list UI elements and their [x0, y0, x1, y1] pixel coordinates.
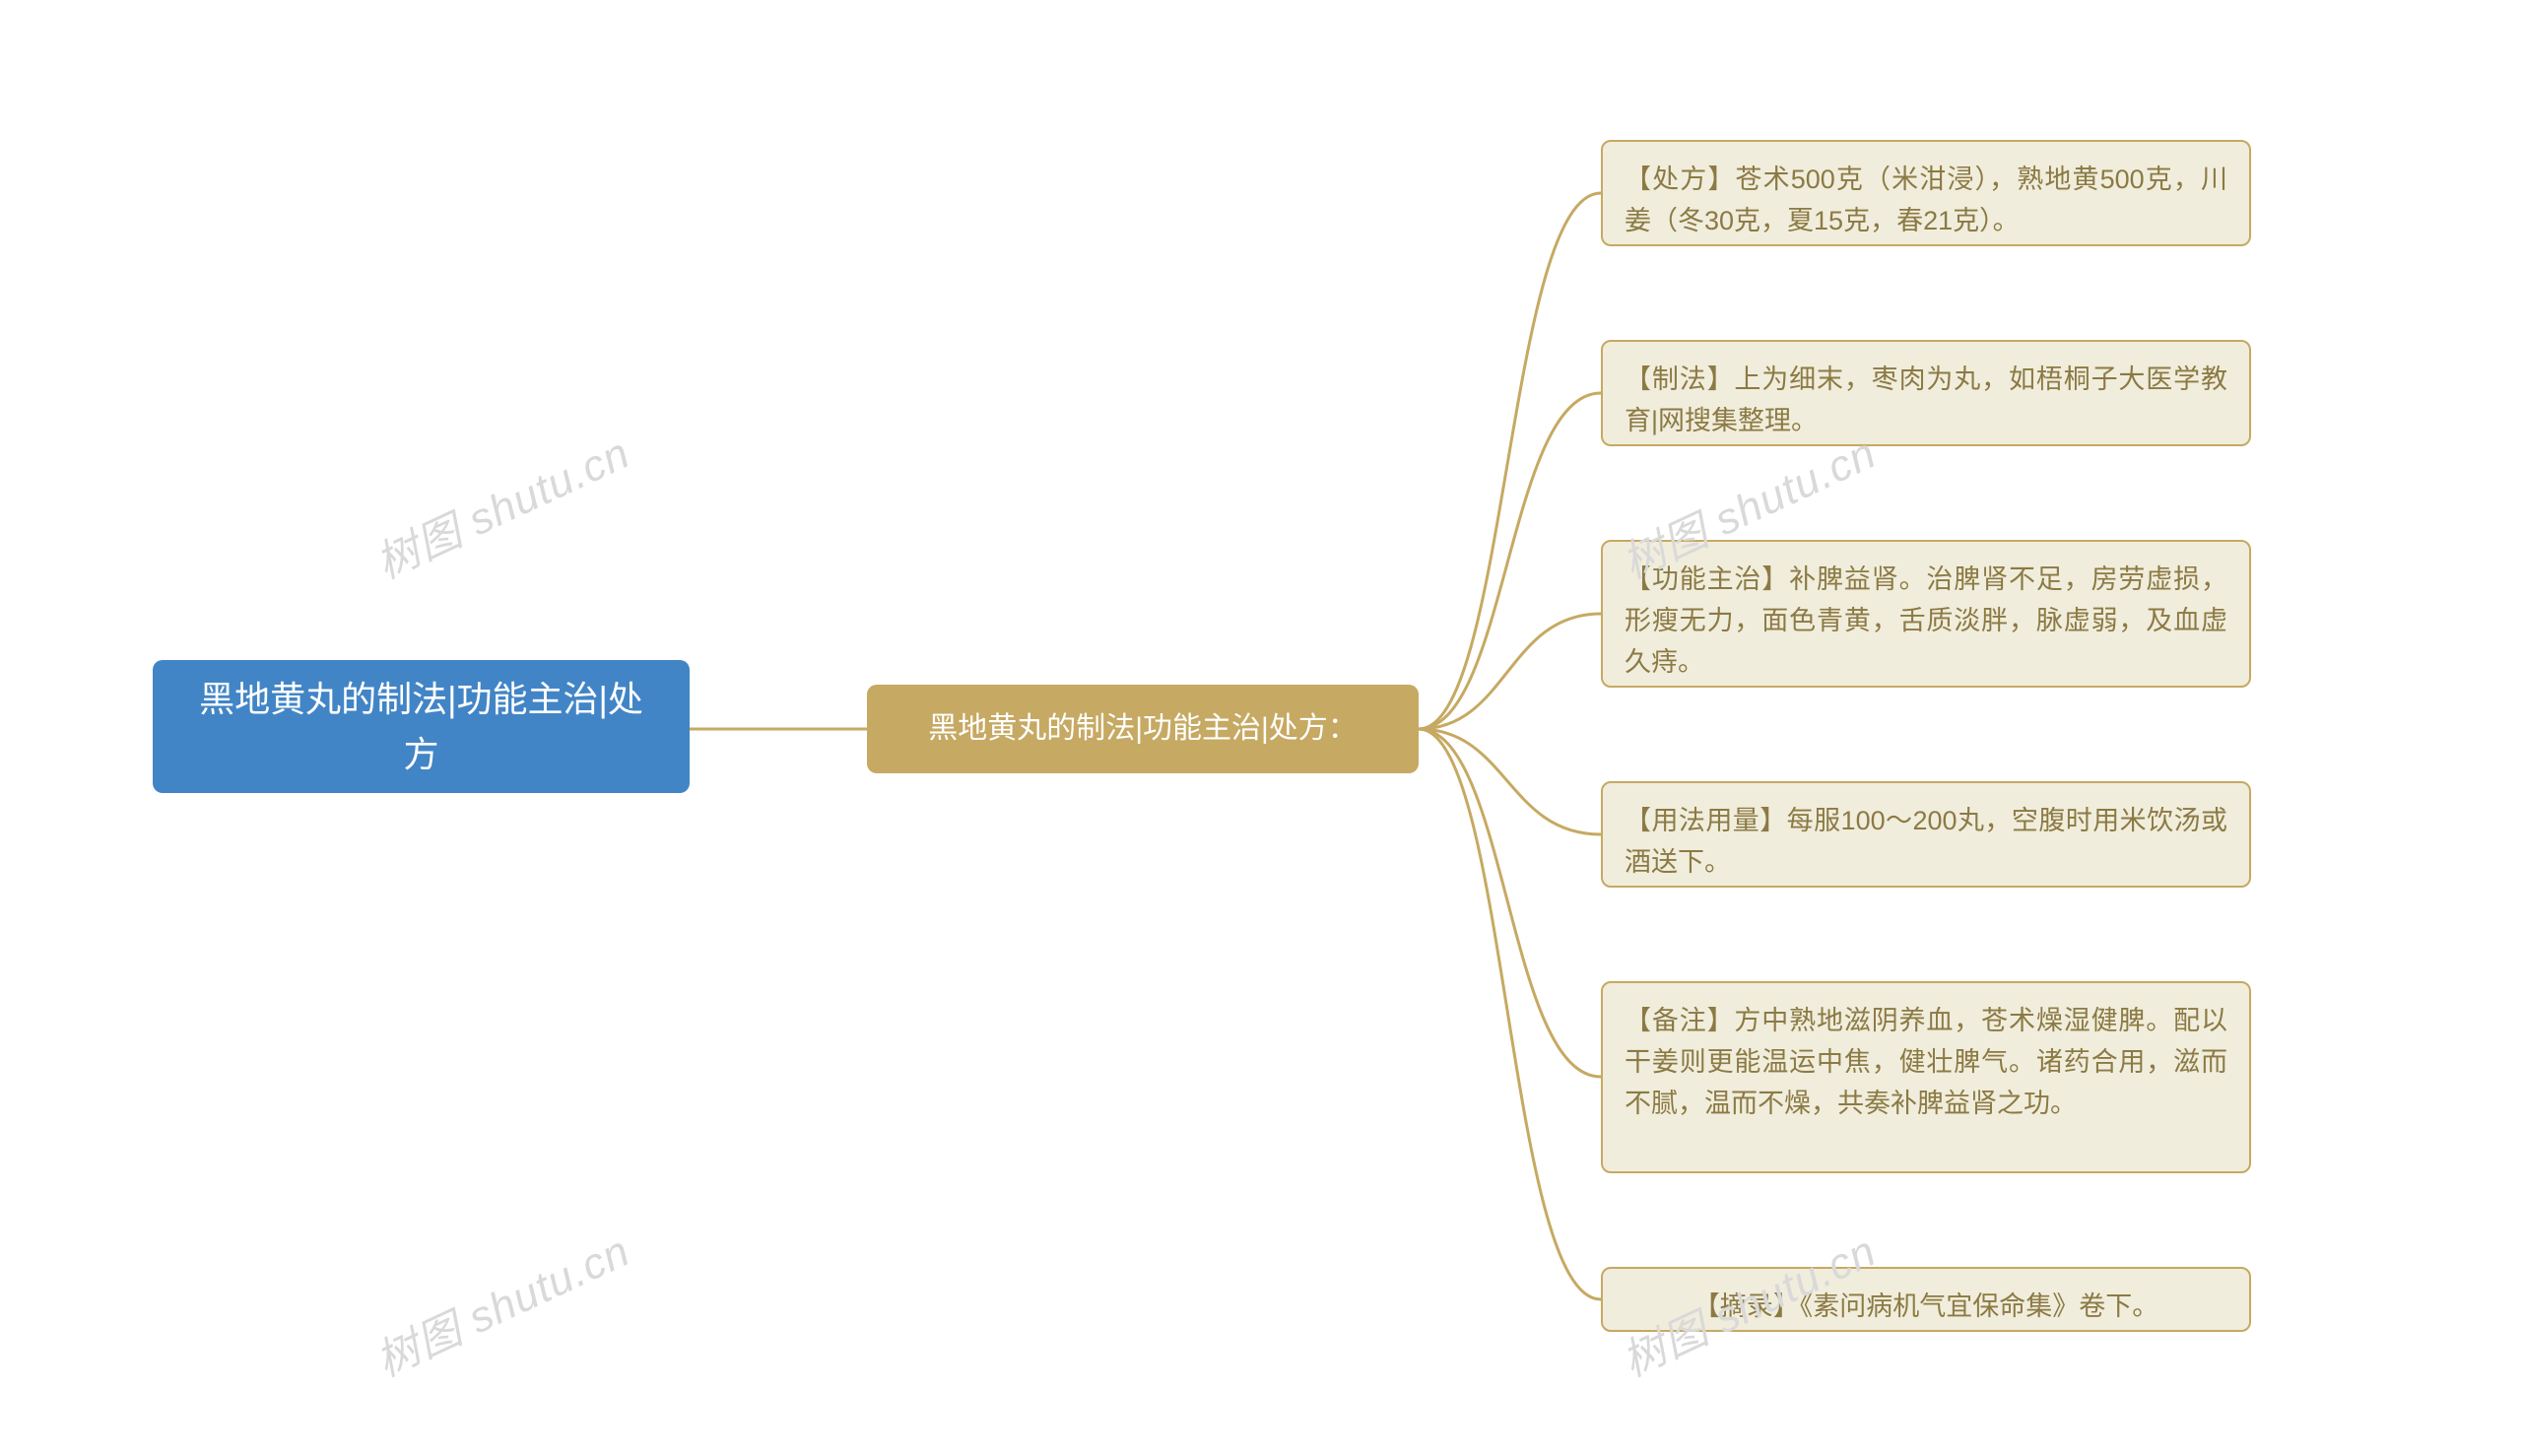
leaf-label: 【制法】上为细末，枣肉为丸，如梧桐子大医学教育|网搜集整理。	[1625, 360, 2227, 442]
root-label: 黑地黄丸的制法|功能主治|处方	[182, 672, 660, 782]
edge-sub-leaf-0	[1419, 193, 1601, 729]
leaf-label: 【处方】苍术500克（米泔浸），熟地黄500克，川姜（冬30克，夏15克，春21…	[1625, 160, 2227, 242]
edge-sub-leaf-3	[1419, 729, 1601, 834]
leaf-function[interactable]: 【功能主治】补脾益肾。治脾肾不足，房劳虚损，形瘦无力，面色青黄，舌质淡胖，脉虚弱…	[1601, 540, 2251, 688]
leaf-label: 【备注】方中熟地滋阴养血，苍术燥湿健脾。配以干姜则更能温运中焦，健壮脾气。诸药合…	[1625, 1001, 2227, 1125]
leaf-label: 【用法用量】每服100～200丸，空腹时用米饮汤或酒送下。	[1625, 801, 2227, 884]
edge-sub-leaf-4	[1419, 729, 1601, 1077]
sub-node[interactable]: 黑地黄丸的制法|功能主治|处方：	[867, 685, 1419, 773]
watermark: 树图 shutu.cn	[364, 1216, 638, 1388]
leaf-prescription[interactable]: 【处方】苍术500克（米泔浸），熟地黄500克，川姜（冬30克，夏15克，春21…	[1601, 140, 2251, 246]
leaf-method[interactable]: 【制法】上为细末，枣肉为丸，如梧桐子大医学教育|网搜集整理。	[1601, 340, 2251, 446]
leaf-label: 【摘录】《素问病机气宜保命集》卷下。	[1693, 1287, 2159, 1328]
mindmap-canvas: 黑地黄丸的制法|功能主治|处方 黑地黄丸的制法|功能主治|处方： 【处方】苍术5…	[0, 0, 2522, 1456]
watermark: 树图 shutu.cn	[364, 418, 638, 590]
leaf-remarks[interactable]: 【备注】方中熟地滋阴养血，苍术燥湿健脾。配以干姜则更能温运中焦，健壮脾气。诸药合…	[1601, 981, 2251, 1173]
leaf-label: 【功能主治】补脾益肾。治脾肾不足，房劳虚损，形瘦无力，面色青黄，舌质淡胖，脉虚弱…	[1625, 560, 2227, 684]
edge-sub-leaf-5	[1419, 729, 1601, 1299]
edge-sub-leaf-2	[1419, 614, 1601, 729]
edge-sub-leaf-1	[1419, 393, 1601, 729]
sub-label: 黑地黄丸的制法|功能主治|处方：	[928, 706, 1358, 753]
leaf-excerpt[interactable]: 【摘录】《素问病机气宜保命集》卷下。	[1601, 1267, 2251, 1332]
root-node[interactable]: 黑地黄丸的制法|功能主治|处方	[153, 660, 690, 793]
leaf-dosage[interactable]: 【用法用量】每服100～200丸，空腹时用米饮汤或酒送下。	[1601, 781, 2251, 888]
